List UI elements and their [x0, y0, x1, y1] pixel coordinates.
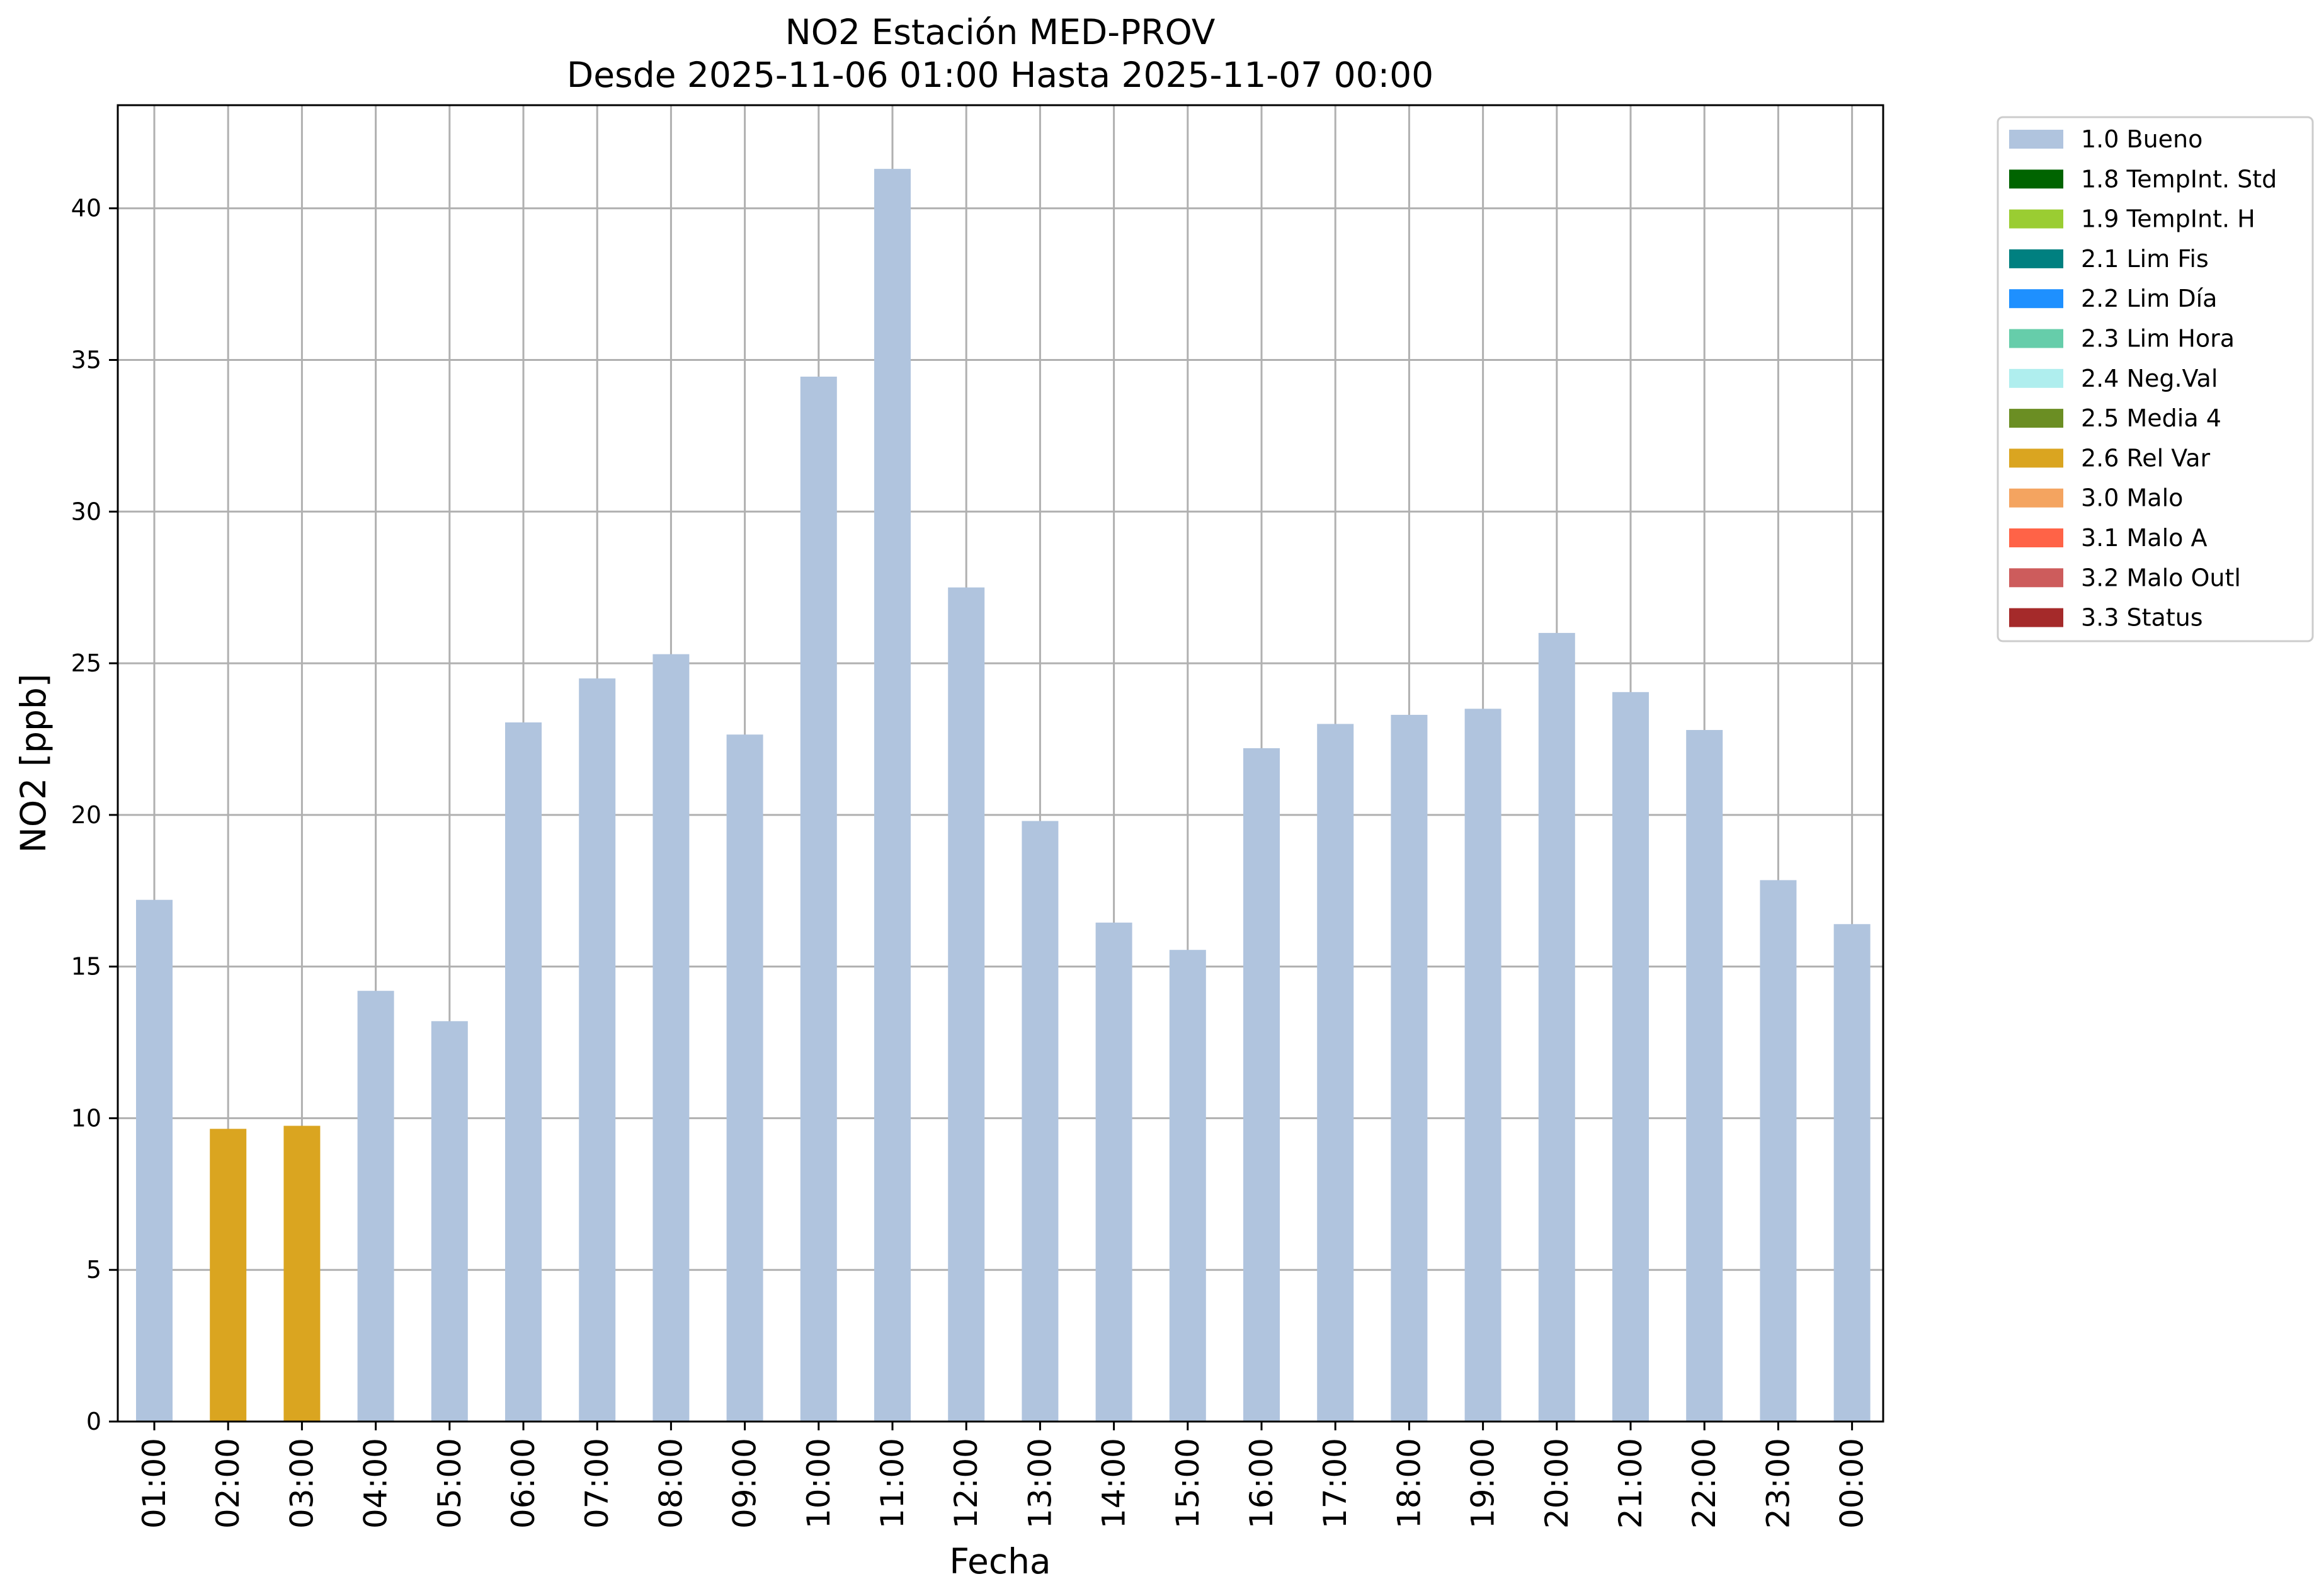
legend-label: 2.3 Lim Hora: [2081, 325, 2235, 353]
x-tick-label: 09:00: [727, 1438, 763, 1529]
plot-frame: [117, 104, 1884, 1423]
bar-1200: [948, 587, 985, 1422]
legend-swatch: [2009, 289, 2063, 309]
bar-0800: [652, 654, 690, 1422]
legend-label: 2.5 Media 4: [2081, 404, 2221, 432]
x-tick-label: 20:00: [1539, 1438, 1575, 1529]
y-tick-label: 15: [71, 953, 101, 981]
legend-swatch: [2009, 368, 2063, 388]
x-tick-label: 17:00: [1317, 1438, 1353, 1529]
y-tick-label: 5: [86, 1256, 101, 1284]
x-tick-label: 14:00: [1096, 1438, 1132, 1529]
x-tick-label: 04:00: [358, 1438, 394, 1529]
bar-1800: [1391, 714, 1428, 1422]
x-tick-label: 07:00: [579, 1438, 615, 1529]
x-tick-label: 11:00: [874, 1438, 911, 1529]
legend-swatch: [2009, 249, 2063, 268]
x-tick-label: 08:00: [652, 1438, 689, 1529]
legend-swatch: [2009, 568, 2063, 588]
legend-label: 3.0 Malo: [2081, 484, 2183, 512]
x-tick-label: 05:00: [431, 1438, 468, 1529]
bar-0400: [357, 991, 394, 1422]
bar-1400: [1095, 922, 1132, 1422]
x-axis-ticks: 01:00 02:00 03:00 04:00 05:00 06:00 07:00 08:00…: [136, 1422, 1871, 1529]
legend-label: 1.8 TempInt. Std: [2081, 165, 2277, 193]
legend-swatch: [2009, 409, 2063, 428]
legend-label: 3.2 Malo Outl: [2081, 564, 2241, 591]
x-tick-label: 06:00: [505, 1438, 542, 1529]
legend-swatch: [2009, 448, 2063, 468]
legend-label: 2.4 Neg.Val: [2081, 365, 2218, 392]
y-tick-label: 10: [71, 1104, 101, 1132]
x-axis-label: Fecha: [949, 1541, 1051, 1582]
bar-1600: [1243, 748, 1280, 1422]
bar-2100: [1612, 692, 1649, 1422]
x-tick-label: 02:00: [210, 1438, 246, 1529]
bar-2200: [1686, 730, 1723, 1422]
legend-swatch: [2009, 130, 2063, 149]
legend-label: 2.1 Lim Fis: [2081, 245, 2209, 273]
x-tick-label: 00:00: [1834, 1438, 1871, 1529]
legend-swatch: [2009, 329, 2063, 348]
legend-frame: [1997, 116, 2314, 642]
x-tick-label: 15:00: [1170, 1438, 1206, 1529]
chart-title: NO2 Estación MED-PROV: [785, 12, 1216, 52]
x-tick-label: 12:00: [948, 1438, 984, 1529]
legend-label: 3.1 Malo A: [2081, 524, 2207, 552]
y-axis-label: NO2 [ppb]: [13, 674, 54, 853]
y-tick-label: 25: [71, 649, 101, 677]
bar-1700: [1317, 724, 1354, 1422]
legend-swatch: [2009, 488, 2063, 508]
x-tick-label: 23:00: [1760, 1438, 1796, 1529]
bar-0100: [136, 899, 173, 1422]
chart-subtitle: Desde 2025-11-06 01:00 Hasta 2025-11-07 …: [567, 55, 1433, 95]
bar-0500: [431, 1021, 468, 1422]
bar-0900: [726, 734, 763, 1422]
y-tick-label: 40: [71, 195, 101, 222]
legend: 1.0 Bueno 1.8 TempInt. Std 1.9 TempInt. H 2…: [1997, 116, 2314, 642]
bar-0300: [283, 1126, 321, 1422]
x-tick-label: 16:00: [1243, 1438, 1280, 1529]
legend-swatch: [2009, 528, 2063, 547]
y-axis-ticks: 0 5 10 15 20 25 30 35 40: [71, 195, 118, 1435]
bar-2300: [1760, 880, 1797, 1422]
bar-0700: [579, 678, 616, 1422]
x-tick-label: 21:00: [1612, 1438, 1649, 1529]
bar-1100: [874, 169, 911, 1422]
legend-label: 1.0 Bueno: [2081, 125, 2202, 153]
bar-1900: [1464, 709, 1501, 1422]
bar-1500: [1169, 950, 1206, 1422]
y-tick-label: 0: [86, 1408, 101, 1435]
bar-1000: [800, 377, 837, 1422]
x-tick-label: 22:00: [1686, 1438, 1723, 1529]
bars: [136, 169, 1871, 1422]
x-tick-label: 18:00: [1391, 1438, 1427, 1529]
bar-1300: [1022, 821, 1059, 1422]
x-tick-label: 03:00: [283, 1438, 320, 1529]
x-tick-label: 13:00: [1022, 1438, 1058, 1529]
legend-label: 2.6 Rel Var: [2081, 444, 2211, 472]
y-tick-label: 20: [71, 801, 101, 829]
bar-0600: [505, 722, 542, 1422]
bar-2000: [1538, 632, 1575, 1422]
x-tick-label: 01:00: [136, 1438, 173, 1529]
legend-swatch: [2009, 209, 2063, 229]
y-tick-label: 30: [71, 498, 101, 525]
legend-label: 1.9 TempInt. H: [2081, 205, 2255, 233]
x-tick-label: 10:00: [801, 1438, 837, 1529]
y-tick-label: 35: [71, 346, 101, 374]
legend-swatch: [2009, 169, 2063, 189]
x-tick-label: 19:00: [1465, 1438, 1501, 1529]
legend-label: 3.3 Status: [2081, 604, 2203, 632]
bar-0200: [210, 1129, 247, 1422]
bar-0000: [1833, 924, 1871, 1422]
legend-swatch: [2009, 608, 2063, 627]
legend-label: 2.2 Lim Día: [2081, 285, 2217, 312]
